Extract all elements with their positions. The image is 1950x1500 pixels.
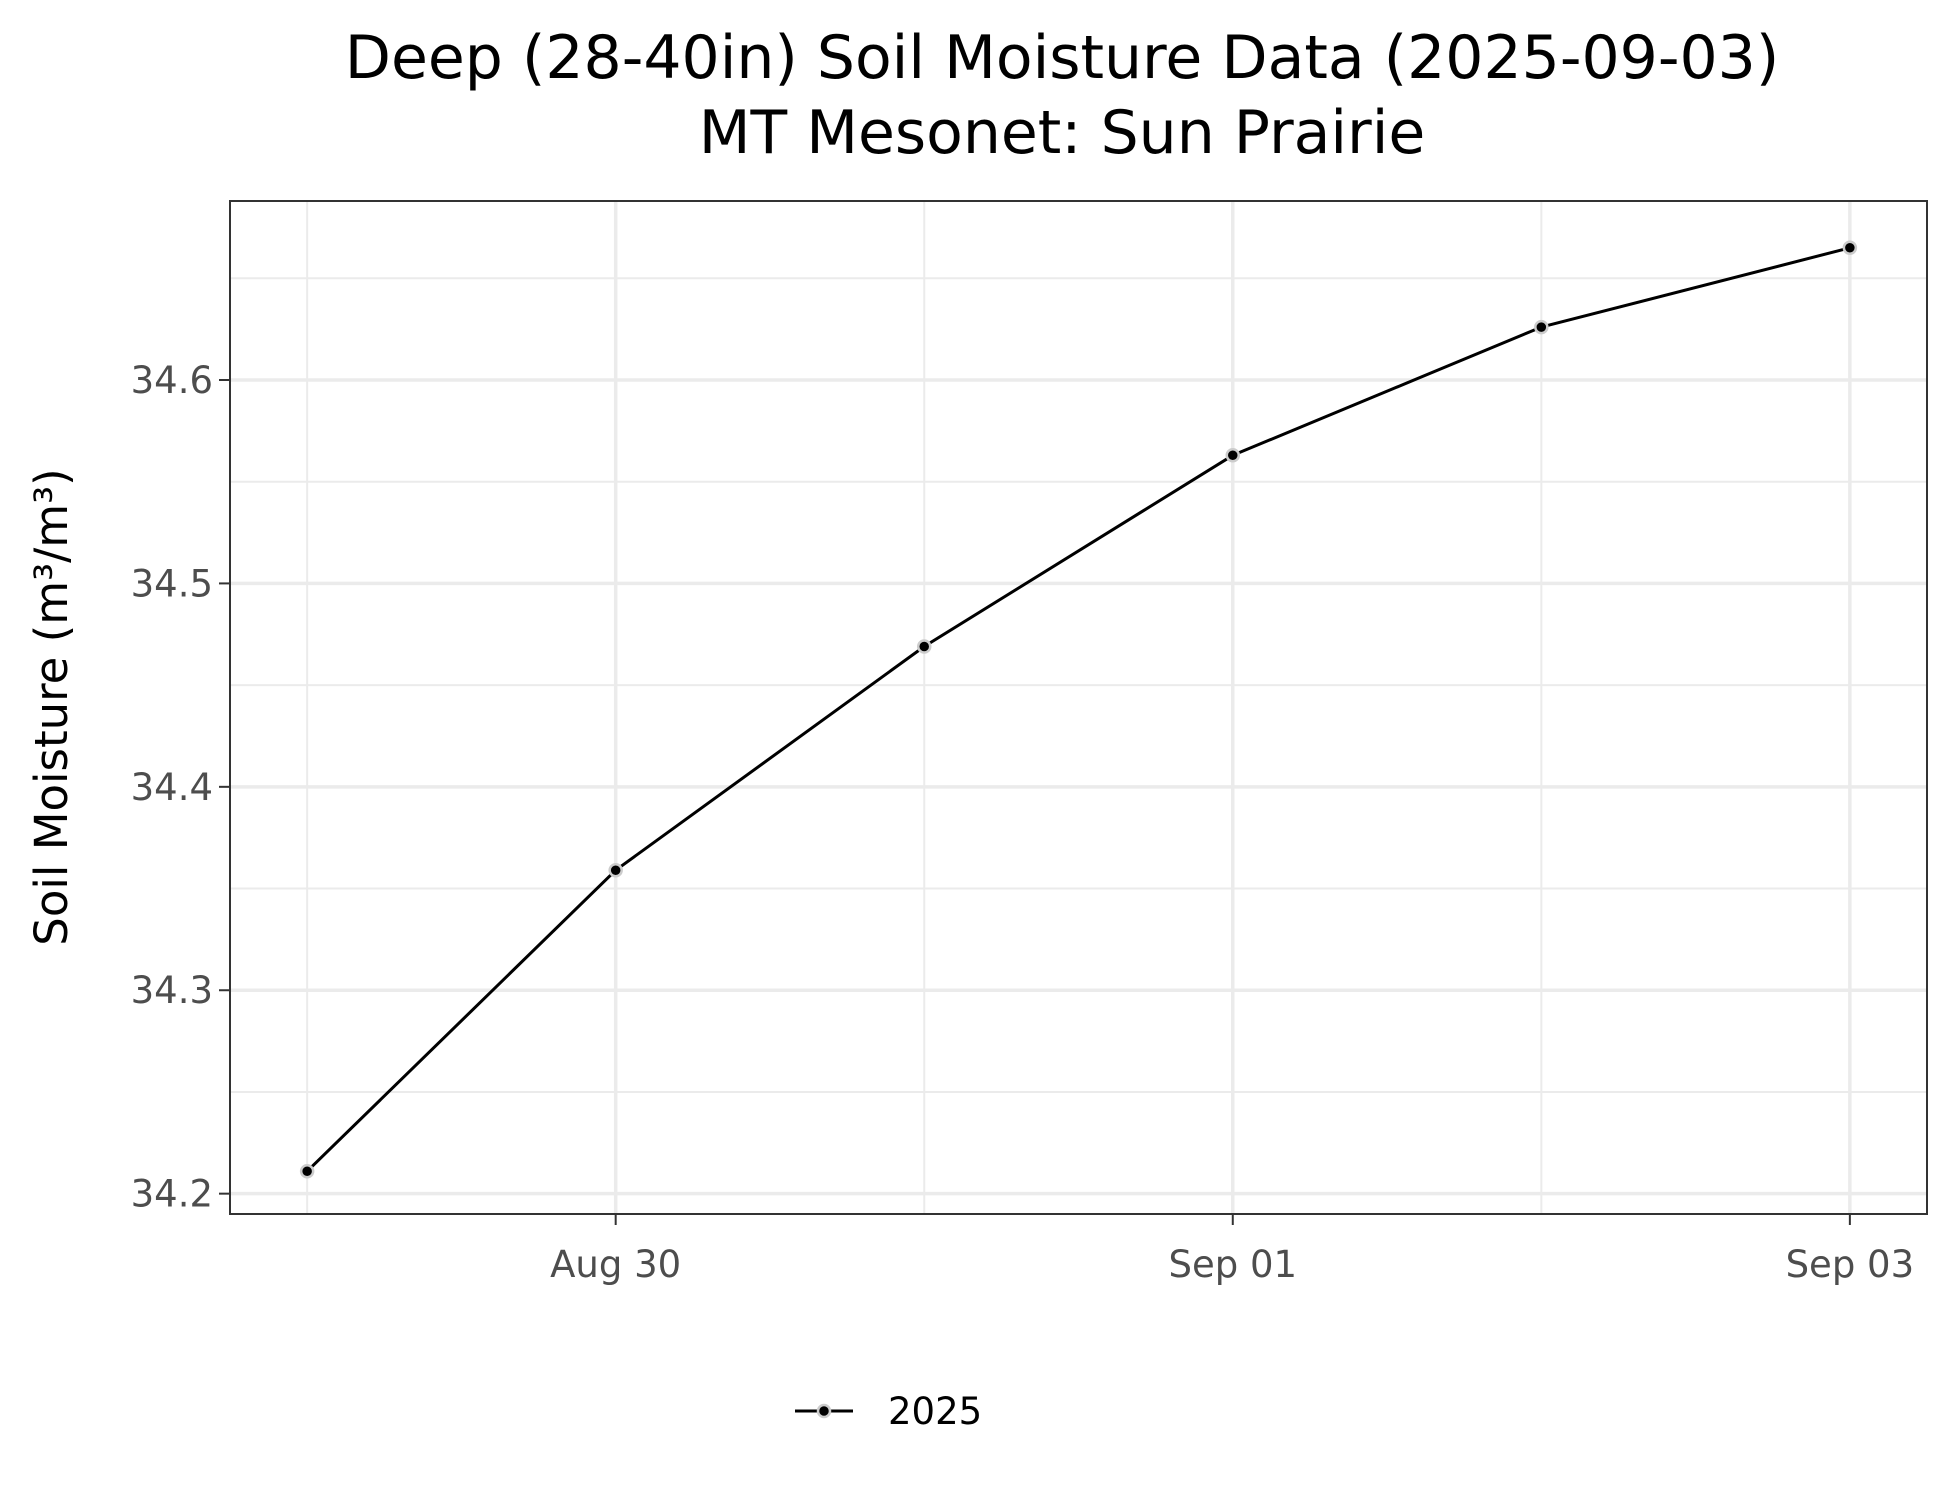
data-point <box>608 862 623 878</box>
y-tick-label: 34.4 <box>131 766 213 809</box>
legend-point-2025 <box>816 1403 832 1419</box>
data-point <box>299 1164 315 1179</box>
x-tick-label: Sep 01 <box>1168 1243 1297 1286</box>
major-gridlines <box>230 201 1927 1214</box>
y-tick-label: 34.2 <box>131 1173 213 1216</box>
legend: 2025 <box>795 1390 982 1433</box>
legend-label-2025: 2025 <box>888 1390 982 1433</box>
x-axis: Aug 30 Sep 01 Sep 03 <box>550 1214 1914 1286</box>
series-line-2025 <box>306 246 1851 1173</box>
y-axis-title: Soil Moisture (m³/m³) <box>25 468 78 945</box>
plot-panel <box>229 200 1928 1215</box>
y-axis: 34.2 34.3 34.4 34.5 34.6 <box>131 359 230 1216</box>
y-tick-label: 34.6 <box>131 359 213 402</box>
y-tick-label: 34.3 <box>131 969 213 1012</box>
data-point <box>1842 240 1858 256</box>
y-tick-label: 34.5 <box>131 562 213 605</box>
chart-subtitle: MT Mesonet: Sun Prairie <box>699 98 1426 168</box>
x-tick-label: Aug 30 <box>550 1243 681 1286</box>
x-tick-label: Sep 03 <box>1786 1243 1915 1286</box>
minor-gridlines <box>230 201 1927 1214</box>
data-point <box>916 639 932 654</box>
chart-title: Deep (28-40in) Soil Moisture Data (2025-… <box>345 23 1779 93</box>
data-point <box>1534 319 1549 335</box>
series-layer <box>299 240 1858 1179</box>
data-point <box>1225 448 1241 463</box>
